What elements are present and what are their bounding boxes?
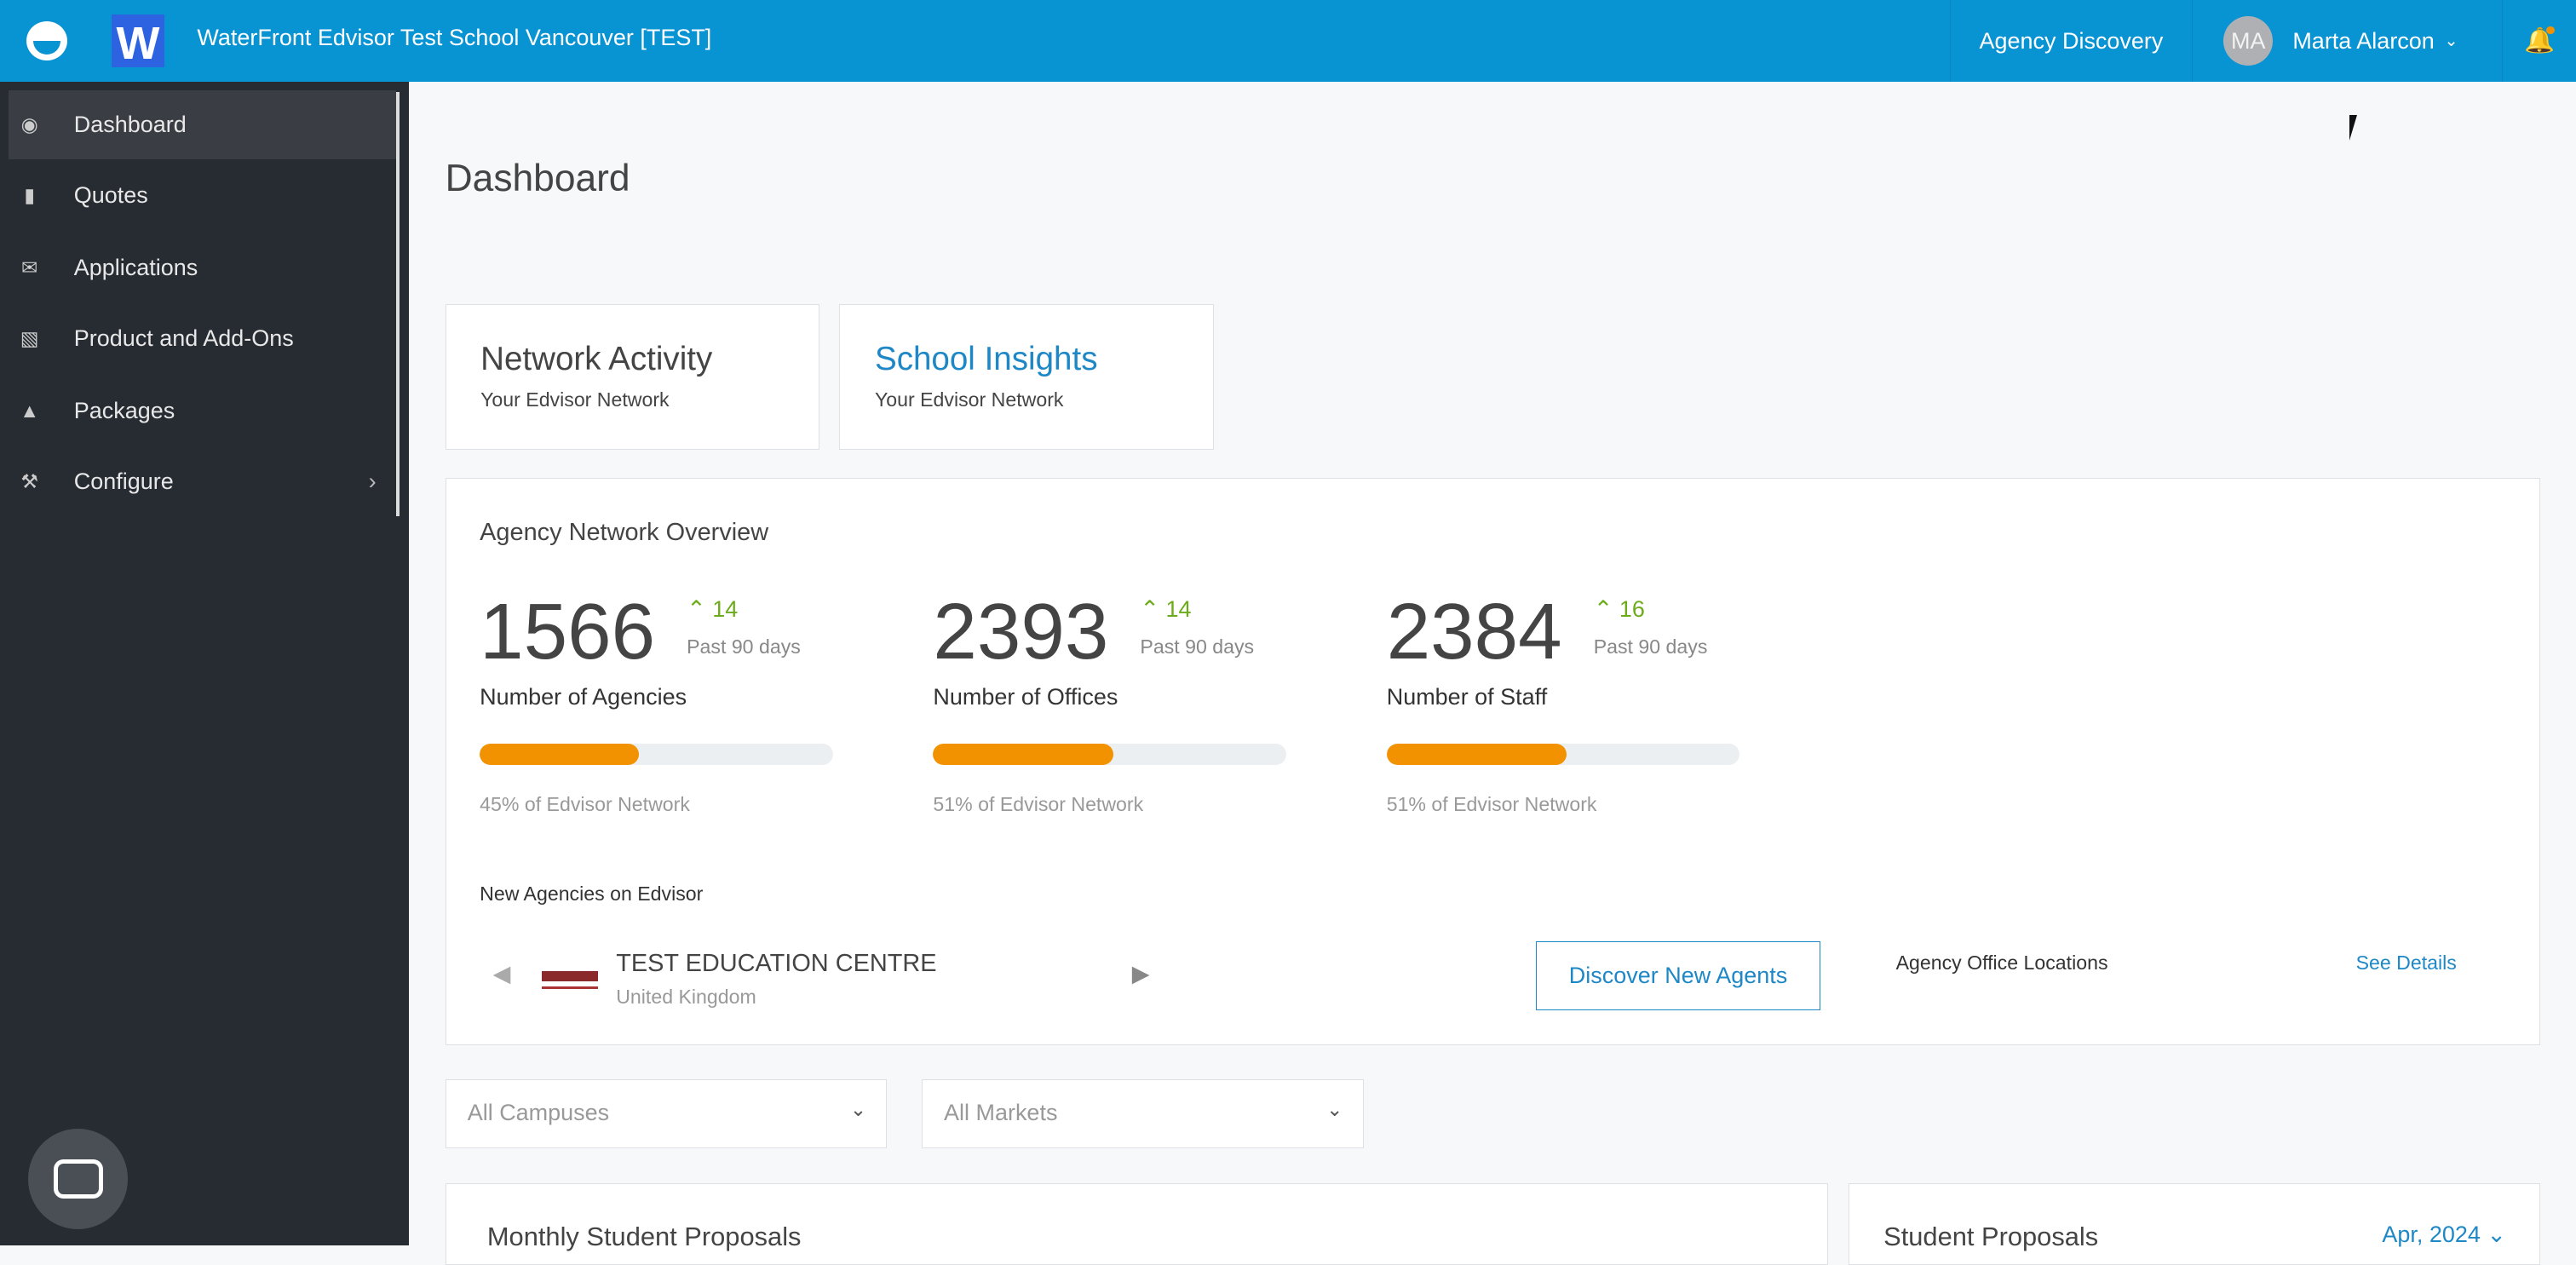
- cubes-icon: ▲: [20, 399, 40, 422]
- delta-value: 14: [712, 596, 739, 623]
- top-bar: W WaterFront Edvisor Test School Vancouv…: [0, 0, 2576, 83]
- school-name: WaterFront Edvisor Test School Vancouver…: [197, 24, 712, 50]
- sidebar-item-label: Configure: [73, 468, 174, 494]
- sidebar-item-packages[interactable]: ▲ Packages: [9, 377, 396, 446]
- progress-bar: [1386, 743, 1740, 765]
- tab-title: Network Activity: [480, 341, 713, 378]
- stat-offices: 2393 ⌃ 14 Past 90 days Number of Offices…: [933, 586, 1311, 815]
- school-logo: W: [112, 14, 164, 69]
- tab-title: School Insights: [874, 341, 1098, 378]
- stat-period: Past 90 days: [687, 635, 801, 658]
- sidebar: ◉ Dashboard ▮ Quotes ✉ Applications ▧ Produc…: [0, 82, 410, 1245]
- user-name: Marta Alarcon: [2292, 27, 2435, 54]
- sidebar-item-label: Packages: [73, 397, 175, 423]
- select-value: All Campuses: [467, 1100, 610, 1126]
- sidebar-item-dashboard[interactable]: ◉ Dashboard: [8, 90, 396, 160]
- sidebar-item-products[interactable]: ▧ Product and Add-Ons: [9, 304, 396, 373]
- sidebar-item-label: Applications: [73, 254, 198, 280]
- monthly-proposals-card: Monthly Student Proposals: [445, 1182, 1829, 1265]
- student-proposals-card: Student Proposals Apr, 2024 ⌄: [1848, 1182, 2540, 1265]
- progress-fill: [1386, 743, 1567, 765]
- mouse-cursor: [2349, 114, 2365, 141]
- agency-country: United Kingdom: [616, 986, 756, 1009]
- dashboard-icon: ◉: [20, 113, 38, 136]
- market-select[interactable]: All Markets ⌄: [921, 1079, 1364, 1149]
- sidebar-item-label: Product and Add-Ons: [73, 325, 294, 351]
- stat-delta: ⌃ 14: [1140, 596, 1191, 623]
- office-locations-label: Agency Office Locations: [1895, 951, 2108, 974]
- progress-bar: [480, 743, 833, 765]
- stat-network-share: 51% of Edvisor Network: [933, 792, 1144, 815]
- avatar: MA: [2223, 16, 2274, 66]
- carousel-next-button[interactable]: ▶: [1131, 961, 1150, 987]
- arrow-up-icon: ⌃: [1140, 596, 1160, 623]
- notifications-button[interactable]: 🔔: [2502, 0, 2576, 83]
- chevron-down-icon: ⌄: [2444, 32, 2458, 51]
- user-menu[interactable]: MA Marta Alarcon ⌄: [2191, 0, 2502, 83]
- agency-name[interactable]: TEST EDUCATION CENTRE: [616, 949, 937, 977]
- chevron-down-icon: ⌄: [849, 1098, 867, 1121]
- stat-delta: ⌃ 16: [1594, 596, 1645, 623]
- stat-label: Number of Staff: [1386, 684, 1548, 710]
- notification-dot: [2546, 26, 2555, 35]
- chevron-right-icon: ›: [368, 468, 377, 494]
- see-details-link[interactable]: See Details: [2355, 951, 2457, 974]
- campus-select[interactable]: All Campuses ⌄: [445, 1079, 888, 1149]
- delta-value: 16: [1619, 596, 1645, 623]
- sidebar-item-label: Quotes: [73, 181, 148, 208]
- stat-label: Number of Offices: [933, 684, 1118, 710]
- stat-value: 1566: [480, 587, 656, 676]
- chat-button[interactable]: [27, 1128, 129, 1229]
- stat-network-share: 51% of Edvisor Network: [1386, 792, 1597, 815]
- stat-agencies: 1566 ⌃ 14 Past 90 days Number of Agencie…: [480, 586, 858, 815]
- wrench-icon: ⚒: [20, 469, 39, 492]
- stat-value: 2384: [1386, 587, 1562, 676]
- progress-fill: [480, 743, 639, 765]
- stat-delta: ⌃ 14: [687, 596, 738, 623]
- agency-discovery-link[interactable]: Agency Discovery: [1950, 0, 2191, 83]
- tab-network-activity[interactable]: Network Activity Your Edvisor Network: [445, 303, 820, 451]
- stat-period: Past 90 days: [1593, 635, 1708, 658]
- sidebar-item-configure[interactable]: ⚒ Configure ›: [9, 447, 396, 516]
- sidebar-scrollbar[interactable]: [395, 91, 400, 516]
- agency-discovery-label: Agency Discovery: [1979, 27, 2164, 54]
- sidebar-item-label: Dashboard: [73, 112, 187, 138]
- stat-staff: 2384 ⌃ 16 Past 90 days Number of Staff 5…: [1386, 586, 1765, 815]
- overview-title: Agency Network Overview: [480, 519, 769, 547]
- new-agencies-title: New Agencies on Edvisor: [480, 882, 704, 905]
- progress-fill: [933, 743, 1113, 765]
- sidebar-item-quotes[interactable]: ▮ Quotes: [9, 161, 396, 230]
- arrow-up-icon: ⌃: [687, 596, 706, 623]
- carousel-prev-button[interactable]: ◀: [492, 961, 511, 987]
- sidebar-item-applications[interactable]: ✉ Applications: [9, 233, 396, 302]
- file-icon: ▮: [24, 183, 36, 206]
- delta-value: 14: [1165, 596, 1192, 623]
- card-title: Monthly Student Proposals: [486, 1221, 802, 1251]
- stat-label: Number of Agencies: [480, 684, 687, 710]
- tab-subtitle: Your Edvisor Network: [480, 388, 670, 411]
- arrow-up-icon: ⌃: [1593, 596, 1613, 623]
- chevron-down-icon: ⌄: [1326, 1098, 1343, 1121]
- progress-bar: [933, 743, 1287, 765]
- book-icon: ▧: [20, 326, 39, 349]
- button-label: Discover New Agents: [1568, 963, 1788, 989]
- discover-new-agents-button[interactable]: Discover New Agents: [1536, 941, 1820, 1011]
- tab-school-insights[interactable]: School Insights Your Edvisor Network: [839, 303, 1215, 451]
- stat-period: Past 90 days: [1140, 635, 1255, 658]
- select-value: All Markets: [943, 1100, 1058, 1126]
- chat-icon: [53, 1159, 103, 1199]
- page-title: Dashboard: [445, 158, 630, 200]
- tab-subtitle: Your Edvisor Network: [874, 388, 1064, 411]
- month-value: Apr, 2024: [2382, 1221, 2481, 1247]
- agency-logo: [542, 961, 598, 989]
- month-select[interactable]: Apr, 2024 ⌄: [2382, 1221, 2506, 1247]
- envelope-open-icon: ✉: [21, 256, 38, 279]
- stat-value: 2393: [933, 587, 1109, 676]
- edvisor-logo[interactable]: [26, 21, 68, 61]
- stat-network-share: 45% of Edvisor Network: [480, 792, 690, 815]
